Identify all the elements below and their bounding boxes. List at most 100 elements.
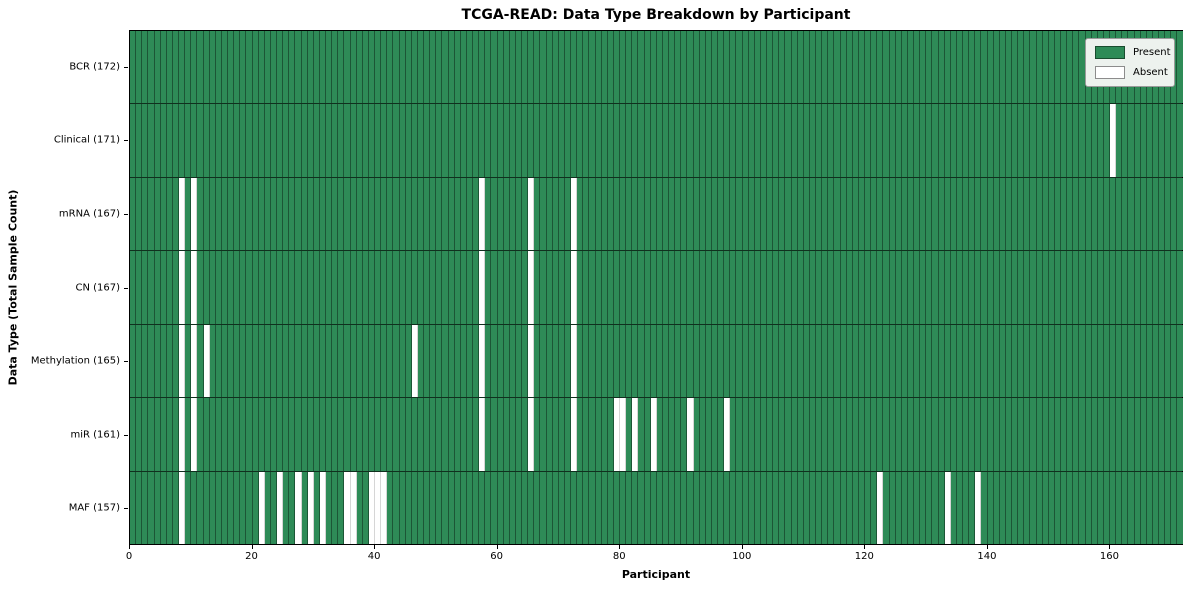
- heatmap-cell: [1079, 471, 1086, 544]
- heatmap-cell: [522, 471, 529, 544]
- heatmap-cell: [797, 471, 804, 544]
- heatmap-cell: [436, 104, 443, 177]
- heatmap-cell: [1048, 104, 1055, 177]
- heatmap-cell: [215, 104, 222, 177]
- heatmap-cell: [497, 324, 504, 398]
- heatmap-cell: [632, 177, 639, 251]
- heatmap-cell: [1122, 471, 1129, 544]
- heatmap-cell: [969, 177, 976, 251]
- heatmap-cell: [711, 104, 718, 177]
- heatmap-cell: [662, 31, 669, 104]
- heatmap-cell: [705, 471, 712, 544]
- heatmap-cell: [865, 104, 872, 177]
- heatmap-cell: [393, 471, 400, 544]
- heatmap-cell: [172, 324, 179, 398]
- heatmap-cell: [197, 177, 204, 251]
- heatmap-cell: [956, 31, 963, 104]
- heatmap-cell: [136, 398, 143, 471]
- heatmap-cell: [1116, 324, 1123, 398]
- heatmap-cell: [1140, 251, 1147, 324]
- heatmap-cell: [1079, 251, 1086, 324]
- y-tick-mark: [124, 66, 128, 68]
- heatmap-cell: [1079, 398, 1086, 471]
- heatmap-cell: [779, 398, 786, 471]
- heatmap-cell: [381, 324, 388, 398]
- heatmap-cell: [264, 471, 271, 544]
- heatmap-cell: [822, 31, 829, 104]
- heatmap-cell: [528, 177, 535, 251]
- y-tick-label: mRNA (167): [58, 208, 120, 220]
- heatmap-cell: [785, 177, 792, 251]
- heatmap-cell: [154, 471, 161, 544]
- heatmap-cell: [491, 324, 498, 398]
- heatmap-cell: [607, 31, 614, 104]
- heatmap-cell: [1177, 398, 1183, 471]
- heatmap-cell: [920, 251, 927, 324]
- x-tick-mark: [864, 545, 866, 549]
- heatmap-cell: [785, 251, 792, 324]
- heatmap-cell: [283, 251, 290, 324]
- heatmap-cell: [626, 471, 633, 544]
- heatmap-cell: [1012, 251, 1019, 324]
- heatmap-cell: [760, 31, 767, 104]
- heatmap-cell: [760, 177, 767, 251]
- heatmap-cell: [307, 471, 314, 544]
- heatmap-cell: [926, 471, 933, 544]
- heatmap-cell: [552, 104, 559, 177]
- heatmap-cell: [773, 104, 780, 177]
- heatmap-cell: [1048, 31, 1055, 104]
- heatmap-cell: [460, 398, 467, 471]
- heatmap-cell: [803, 398, 810, 471]
- heatmap-cell: [338, 324, 345, 398]
- heatmap-cell: [362, 251, 369, 324]
- heatmap-cell: [540, 471, 547, 544]
- heatmap-cell: [564, 104, 571, 177]
- heatmap-cell: [987, 471, 994, 544]
- heatmap-cell: [350, 251, 357, 324]
- heatmap-cell: [515, 471, 522, 544]
- heatmap-cell: [638, 31, 645, 104]
- heatmap-cell: [1054, 398, 1061, 471]
- heatmap-cell: [338, 251, 345, 324]
- heatmap-cell: [430, 251, 437, 324]
- heatmap-cell: [595, 471, 602, 544]
- heatmap-cell: [313, 251, 320, 324]
- heatmap-cell: [405, 104, 412, 177]
- heatmap-cell: [626, 324, 633, 398]
- heatmap-cell: [871, 31, 878, 104]
- heatmap-cell: [1005, 177, 1012, 251]
- heatmap-cell: [1061, 251, 1068, 324]
- heatmap-cell: [270, 324, 277, 398]
- heatmap-cell: [914, 398, 921, 471]
- heatmap-cell: [479, 471, 486, 544]
- heatmap-cell: [577, 31, 584, 104]
- heatmap-cell: [1067, 104, 1074, 177]
- heatmap-cell: [491, 398, 498, 471]
- heatmap-cell: [203, 31, 210, 104]
- heatmap-cell: [448, 471, 455, 544]
- heatmap-cell: [136, 251, 143, 324]
- heatmap-cell: [797, 324, 804, 398]
- y-tick-label: Methylation (165): [30, 355, 120, 367]
- heatmap-cell: [705, 324, 712, 398]
- heatmap-cell: [828, 104, 835, 177]
- heatmap-cell: [258, 104, 265, 177]
- heatmap-cell: [1091, 251, 1098, 324]
- heatmap-cell: [179, 251, 186, 324]
- heatmap-cell: [503, 104, 510, 177]
- heatmap-cell: [1018, 324, 1025, 398]
- heatmap-cell: [791, 471, 798, 544]
- heatmap-cell: [522, 324, 529, 398]
- heatmap-cell: [791, 324, 798, 398]
- heatmap-cell: [295, 104, 302, 177]
- heatmap-cell: [509, 471, 516, 544]
- heatmap-cell: [534, 471, 541, 544]
- heatmap-cell: [669, 177, 676, 251]
- heatmap-cell: [1110, 398, 1117, 471]
- y-tick-label: CN (167): [75, 282, 120, 293]
- heatmap-cell: [1140, 177, 1147, 251]
- heatmap-cell: [877, 324, 884, 398]
- heatmap-cell: [858, 471, 865, 544]
- heatmap-cell: [687, 104, 694, 177]
- heatmap-cell: [895, 471, 902, 544]
